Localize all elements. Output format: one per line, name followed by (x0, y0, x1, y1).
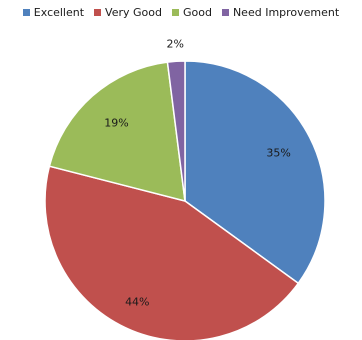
legend-label-excellent: Excellent (33, 5, 85, 19)
legend-swatch-very-good (94, 8, 102, 16)
legend-item-good: Good (171, 5, 212, 19)
legend: Excellent Very Good Good Need Improvemen… (0, 4, 362, 20)
data-label-excellent: 35% (266, 146, 290, 159)
pie-slice-good (48, 61, 186, 203)
legend-label-need-improvement: Need Improvement (232, 5, 340, 19)
pie-slice-excellent (184, 60, 326, 285)
legend-swatch-excellent (22, 8, 30, 16)
data-label-very-good: 44% (125, 295, 149, 308)
legend-item-very-good: Very Good (94, 6, 162, 19)
pie-slice-very-good (44, 165, 300, 340)
legend-item-need-improvement: Need Improvement (221, 5, 340, 19)
data-label-need-improvement: 2% (166, 38, 183, 51)
legend-swatch-need-improvement (221, 8, 229, 16)
pie-slice-need-improvement (166, 60, 186, 202)
legend-item-excellent: Excellent (22, 5, 85, 19)
data-label-good: 19% (104, 116, 128, 129)
legend-label-very-good: Very Good (105, 5, 162, 19)
legend-label-good: Good (182, 5, 212, 19)
legend-swatch-good (171, 8, 179, 16)
